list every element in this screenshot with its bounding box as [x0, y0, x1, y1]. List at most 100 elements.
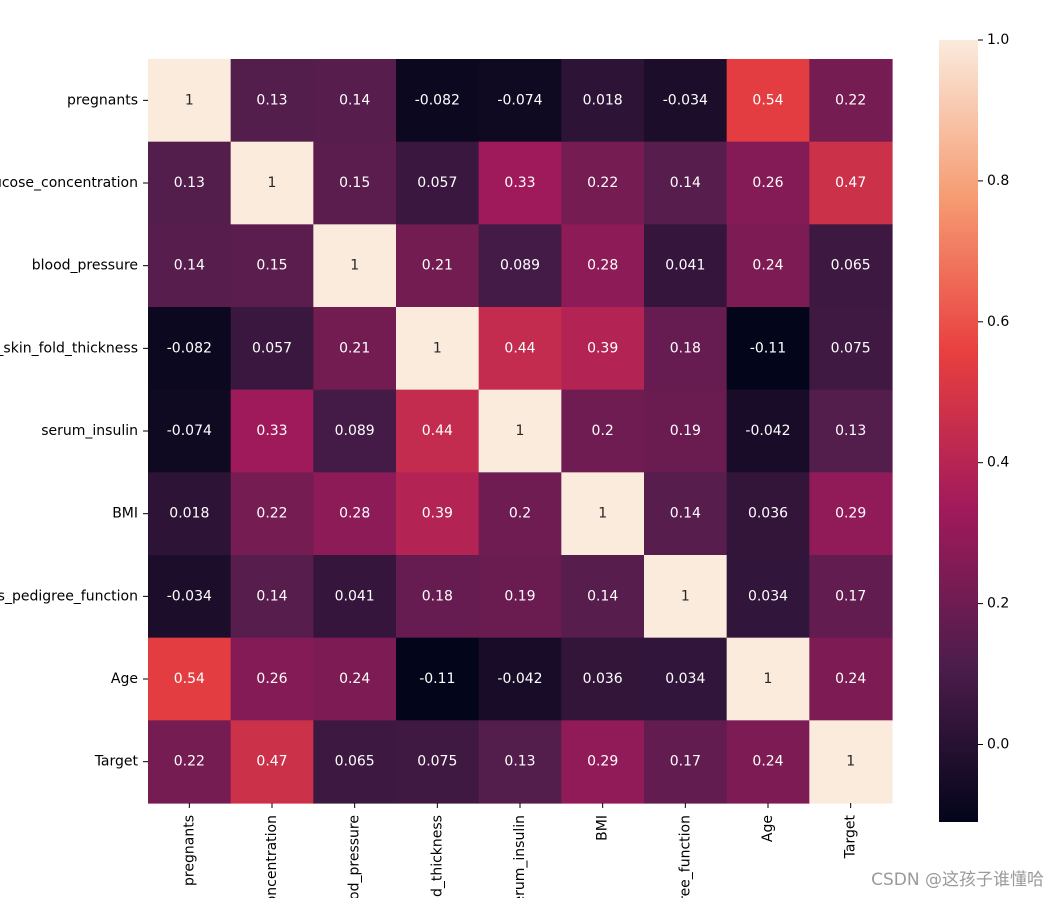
colorbar-tick-label: 0.2 [987, 596, 1009, 612]
heatmap-cell [313, 389, 397, 473]
cell-value-label: -0.042 [497, 671, 542, 687]
row-tick-label: pregnants [67, 92, 138, 108]
heatmap-cell [561, 389, 645, 473]
heatmap-cell [809, 59, 893, 143]
heatmap-cell [809, 472, 893, 556]
heatmap-cell [726, 555, 810, 639]
cell-value-label: 0.14 [670, 506, 701, 522]
column-tick-label: ld_thickness [429, 815, 445, 898]
heatmap-cell [396, 555, 480, 639]
heatmap-cell [809, 141, 893, 225]
cell-value-label: 0.14 [587, 588, 618, 604]
heatmap-cell [644, 389, 728, 473]
column-tick-label: erum_insulin [512, 815, 528, 898]
cell-value-label: 0.057 [252, 340, 292, 356]
column-tick-label: od_pressure [347, 815, 363, 898]
cell-value-label: -0.082 [415, 92, 460, 108]
cell-value-label: 0.089 [335, 423, 375, 439]
heatmap-cell [478, 472, 562, 556]
cell-value-label: 0.39 [587, 340, 618, 356]
cell-value-label: -0.074 [167, 423, 212, 439]
colorbar: 0.0 0.2 0.4 0.6 0.8 1.0 [939, 32, 1009, 822]
heatmap-cell [561, 307, 645, 391]
cell-value-label: 0.54 [752, 92, 783, 108]
cell-value-label: 0.28 [339, 506, 370, 522]
cell-value-label: 0.14 [174, 258, 205, 274]
heatmap-cell [561, 472, 645, 556]
cell-value-label: 0.24 [339, 671, 370, 687]
cell-value-label: 0.47 [835, 175, 866, 191]
heatmap-cell [726, 389, 810, 473]
heatmap-cell [809, 720, 893, 804]
heatmap-cell [230, 720, 314, 804]
cell-value-label: 0.17 [670, 754, 701, 770]
cell-value-label: 0.065 [335, 754, 375, 770]
heatmap-cell [478, 224, 562, 308]
cell-value-label: 0.19 [670, 423, 701, 439]
heatmap-cell [726, 224, 810, 308]
heatmap-cell [148, 637, 232, 721]
row-tick-label: blood_pressure [32, 258, 138, 274]
heatmap-cell [148, 389, 232, 473]
heatmap-cell [478, 307, 562, 391]
row-tick-labels: pregnants ucose_concentration blood_pressu… [0, 92, 148, 770]
cell-value-label: 0.17 [835, 588, 866, 604]
heatmap-cell [478, 720, 562, 804]
cell-value-label: 1 [846, 754, 855, 770]
heatmap-cell [230, 224, 314, 308]
colorbar-tick-label: 1.0 [987, 32, 1009, 48]
column-tick-label: pregnants [181, 815, 197, 886]
heatmap-cell [230, 389, 314, 473]
cell-value-label: 1 [681, 588, 690, 604]
cell-value-label: 1 [185, 92, 194, 108]
heatmap-cell [148, 59, 232, 143]
cell-value-label: -0.11 [750, 340, 786, 356]
cell-value-label: -0.11 [419, 671, 455, 687]
cell-value-label: -0.042 [745, 423, 790, 439]
column-tick-label: ree_function [677, 815, 693, 898]
colorbar-tick-label: 0.0 [987, 737, 1009, 753]
heatmap-cell [396, 472, 480, 556]
cell-value-label: 0.44 [504, 340, 535, 356]
heatmap-cell [230, 637, 314, 721]
heatmap-cell [809, 637, 893, 721]
heatmap-cell [644, 307, 728, 391]
heatmap-cell [148, 141, 232, 225]
heatmap-cell [396, 637, 480, 721]
cell-value-label: 0.13 [835, 423, 866, 439]
cell-value-label: 1 [350, 258, 359, 274]
cell-value-label: 0.28 [587, 258, 618, 274]
cell-value-label: 0.18 [670, 340, 701, 356]
heatmap-cell [396, 141, 480, 225]
heatmap-cell [561, 637, 645, 721]
heatmap-cells: 1 0.13 0.14 -0.082 -0.074 0.018 -0.034 0.54 0.22… [148, 59, 893, 804]
heatmap-cell [726, 720, 810, 804]
heatmap-cell [726, 307, 810, 391]
cell-value-label: 1 [433, 340, 442, 356]
heatmap-cell [396, 389, 480, 473]
cell-value-label: 1 [268, 175, 277, 191]
cell-value-label: 1 [516, 423, 525, 439]
row-tick-label: Target [94, 754, 139, 770]
heatmap-cell [313, 59, 397, 143]
column-tick-label: BMI [595, 815, 611, 841]
cell-value-label: 0.034 [665, 671, 705, 687]
cell-value-label: 0.075 [417, 754, 457, 770]
cell-value-label: 0.44 [422, 423, 453, 439]
cell-value-label: 1 [598, 506, 607, 522]
cell-value-label: 0.089 [500, 258, 540, 274]
heatmap-cell [230, 307, 314, 391]
heatmap-cell [478, 59, 562, 143]
heatmap-cell [644, 472, 728, 556]
colorbar-tick-label: 0.4 [987, 455, 1009, 471]
heatmap-cell [313, 555, 397, 639]
cell-value-label: 0.18 [422, 588, 453, 604]
cell-value-label: 0.15 [339, 175, 370, 191]
heatmap-cell [809, 224, 893, 308]
heatmap-cell [396, 720, 480, 804]
cell-value-label: 0.036 [583, 671, 623, 687]
row-tick-label: _skin_fold_thickness [0, 340, 138, 356]
cell-value-label: 0.22 [835, 92, 866, 108]
heatmap-cell [230, 59, 314, 143]
